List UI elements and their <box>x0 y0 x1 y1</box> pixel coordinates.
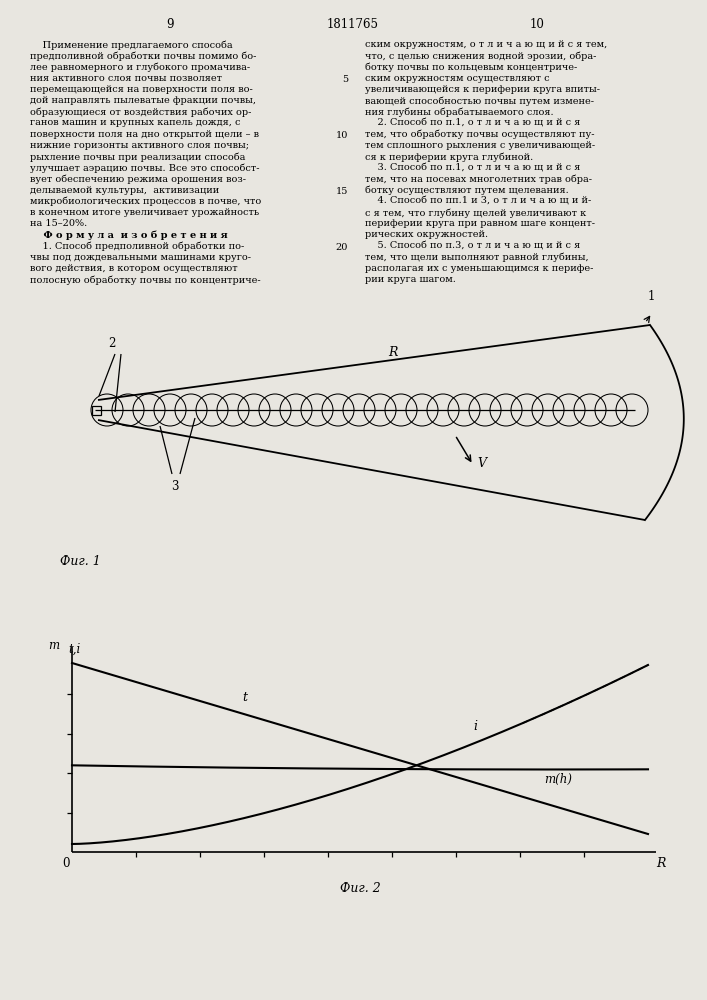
Text: m(h): m(h) <box>544 772 573 785</box>
Text: Фиг. 1: Фиг. 1 <box>60 555 101 568</box>
Text: тем, что на посевах многолетних трав обра-: тем, что на посевах многолетних трав обр… <box>365 174 592 184</box>
Text: 1. Способ предполивной обработки по-: 1. Способ предполивной обработки по- <box>30 242 244 251</box>
Bar <box>92 406 101 414</box>
Text: поверхности поля на дно открытой щели – в: поверхности поля на дно открытой щели – … <box>30 130 259 139</box>
Text: R: R <box>656 857 665 870</box>
Text: ским окружностям осуществляют с: ским окружностям осуществляют с <box>365 74 549 83</box>
Text: с я тем, что глубину щелей увеличивают к: с я тем, что глубину щелей увеличивают к <box>365 208 586 218</box>
Text: 2: 2 <box>108 337 116 350</box>
Text: располагая их с уменьшающимся к перифе-: располагая их с уменьшающимся к перифе- <box>365 264 593 273</box>
Text: Ф о р м у л а  и з о б р е т е н и я: Ф о р м у л а и з о б р е т е н и я <box>30 230 228 240</box>
Text: 4. Способ по пп.1 и 3, о т л и ч а ю щ и й-: 4. Способ по пп.1 и 3, о т л и ч а ю щ и… <box>365 197 591 206</box>
Text: t: t <box>243 691 247 704</box>
Text: образующиеся от воздействия рабочих ор-: образующиеся от воздействия рабочих ор- <box>30 107 252 117</box>
Text: тем, что щели выполняют равной глубины,: тем, что щели выполняют равной глубины, <box>365 253 589 262</box>
Text: 2. Способ по п.1, о т л и ч а ю щ и й с я: 2. Способ по п.1, о т л и ч а ю щ и й с … <box>365 118 580 127</box>
Text: 0: 0 <box>62 857 70 870</box>
Text: 1811765: 1811765 <box>327 18 379 31</box>
Text: 5. Способ по п.3, о т л и ч а ю щ и й с я: 5. Способ по п.3, о т л и ч а ю щ и й с … <box>365 242 580 251</box>
Text: ния глубины обрабатываемого слоя.: ния глубины обрабатываемого слоя. <box>365 107 554 117</box>
Text: в конечном итоге увеличивает урожайность: в конечном итоге увеличивает урожайность <box>30 208 259 217</box>
Text: 9: 9 <box>166 18 174 31</box>
Text: 1: 1 <box>648 290 655 303</box>
Text: 15: 15 <box>336 187 348 196</box>
Text: микробиологических процессов в почве, что: микробиологических процессов в почве, чт… <box>30 197 262 206</box>
Text: что, с целью снижения водной эрозии, обра-: что, с целью снижения водной эрозии, обр… <box>365 51 597 61</box>
Text: тем, что обработку почвы осуществляют пу-: тем, что обработку почвы осуществляют пу… <box>365 130 595 139</box>
Text: 10: 10 <box>530 18 544 31</box>
Text: i: i <box>473 720 477 733</box>
Text: тем сплошного рыхления с увеличивающей-: тем сплошного рыхления с увеличивающей- <box>365 141 595 150</box>
Text: полосную обработку почвы по концентриче-: полосную обработку почвы по концентриче- <box>30 275 261 285</box>
Text: m: m <box>49 639 59 652</box>
Text: V: V <box>477 457 486 470</box>
Text: 5: 5 <box>342 75 348 84</box>
Text: Фиг. 2: Фиг. 2 <box>339 882 380 895</box>
Text: улучшает аэрацию почвы. Все это способст-: улучшает аэрацию почвы. Все это способст… <box>30 163 259 173</box>
Text: ния активного слоя почвы позволяет: ния активного слоя почвы позволяет <box>30 74 222 83</box>
Text: периферии круга при равном шаге концент-: периферии круга при равном шаге концент- <box>365 219 595 228</box>
Text: ботку почвы по кольцевым концентриче-: ботку почвы по кольцевым концентриче- <box>365 62 577 72</box>
Text: вого действия, в котором осуществляют: вого действия, в котором осуществляют <box>30 264 238 273</box>
Text: t,i: t,i <box>68 643 81 656</box>
Text: ботку осуществляют путем щелевания.: ботку осуществляют путем щелевания. <box>365 186 568 195</box>
Text: вует обеспечению режима орошения воз-: вует обеспечению режима орошения воз- <box>30 174 246 184</box>
Text: R: R <box>388 347 397 360</box>
Text: ся к периферии круга глубиной.: ся к периферии круга глубиной. <box>365 152 533 161</box>
Text: вающей способностью почвы путем измене-: вающей способностью почвы путем измене- <box>365 96 594 105</box>
Text: 3: 3 <box>171 480 179 493</box>
Text: чвы под дождевальными машинами круго-: чвы под дождевальными машинами круго- <box>30 253 251 262</box>
Text: перемещающейся на поверхности поля во-: перемещающейся на поверхности поля во- <box>30 85 252 94</box>
Text: лее равномерного и глубокого промачива-: лее равномерного и глубокого промачива- <box>30 62 250 72</box>
Text: Применение предлагаемого способа: Применение предлагаемого способа <box>30 40 233 49</box>
Text: нижние горизонты активного слоя почвы;: нижние горизонты активного слоя почвы; <box>30 141 249 150</box>
Text: рических окружностей.: рических окружностей. <box>365 230 488 239</box>
Text: на 15–20%.: на 15–20%. <box>30 219 87 228</box>
Text: рыхление почвы при реализации способа: рыхление почвы при реализации способа <box>30 152 245 161</box>
Text: 3. Способ по п.1, о т л и ч а ю щ и й с я: 3. Способ по п.1, о т л и ч а ю щ и й с … <box>365 163 580 172</box>
Text: ским окружностям, о т л и ч а ю щ и й с я тем,: ским окружностям, о т л и ч а ю щ и й с … <box>365 40 607 49</box>
Text: 20: 20 <box>336 243 348 252</box>
Text: ганов машин и крупных капель дождя, с: ганов машин и крупных капель дождя, с <box>30 118 240 127</box>
Text: рии круга шагом.: рии круга шагом. <box>365 275 456 284</box>
Text: предполивной обработки почвы помимо бо-: предполивной обработки почвы помимо бо- <box>30 51 257 61</box>
Text: дой направлять пылеватые фракции почвы,: дой направлять пылеватые фракции почвы, <box>30 96 256 105</box>
Text: увеличивающейся к периферии круга впиты-: увеличивающейся к периферии круга впиты- <box>365 85 600 94</box>
Text: делываемой культуры,  активизации: делываемой культуры, активизации <box>30 186 219 195</box>
Text: 10: 10 <box>336 131 348 140</box>
